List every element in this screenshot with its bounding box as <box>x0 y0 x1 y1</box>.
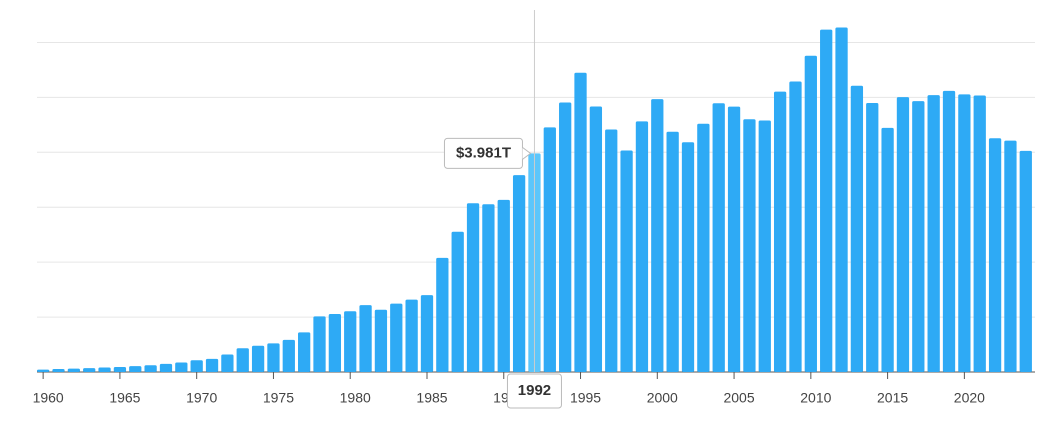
bar <box>866 103 879 373</box>
bar <box>328 314 342 372</box>
tooltip-value: $3.981T <box>456 144 511 161</box>
x-tick-label: 1960 <box>33 390 64 406</box>
bar <box>37 369 50 372</box>
bar <box>267 343 280 372</box>
bar <box>52 369 65 372</box>
year-tooltip: 1992 <box>506 373 562 409</box>
bar <box>221 354 234 372</box>
bar <box>405 299 418 372</box>
bar <box>466 203 480 372</box>
bar <box>820 29 833 373</box>
bar <box>129 366 142 372</box>
bar <box>113 367 127 372</box>
x-tick-label: 2005 <box>723 390 754 406</box>
bar <box>98 367 111 372</box>
bar <box>589 106 603 373</box>
bar <box>175 362 188 372</box>
bar <box>282 339 295 372</box>
bar <box>605 129 618 372</box>
x-tick-label: 1980 <box>340 390 371 406</box>
bar <box>390 303 403 372</box>
bar <box>359 305 372 372</box>
bar <box>697 123 710 372</box>
bar <box>988 138 1002 372</box>
year-box <box>506 373 562 409</box>
bar <box>1004 140 1017 372</box>
year-label: 1992 <box>518 382 551 399</box>
bar <box>205 358 219 372</box>
bar <box>620 150 633 372</box>
bar <box>743 119 756 372</box>
bar <box>497 199 510 372</box>
x-tick-label: 1985 <box>416 390 447 406</box>
bar <box>559 102 572 372</box>
bar <box>896 97 910 373</box>
bar <box>635 121 649 372</box>
bar <box>804 55 817 372</box>
bar <box>758 120 771 372</box>
bar <box>912 101 925 372</box>
bar <box>1019 150 1032 372</box>
bar <box>973 95 986 373</box>
x-tick-label: 2010 <box>800 390 831 406</box>
bar <box>251 345 265 372</box>
bar <box>712 103 725 373</box>
bar <box>927 95 940 373</box>
bar <box>236 348 249 372</box>
bar <box>835 27 848 372</box>
x-tick-label: 1975 <box>263 390 294 406</box>
bar <box>420 295 434 372</box>
bar <box>436 257 449 372</box>
bar <box>958 94 971 373</box>
bar <box>482 204 495 372</box>
bar <box>298 332 311 372</box>
bar <box>374 309 388 372</box>
bar <box>144 365 157 372</box>
x-tick-label: 1995 <box>570 390 601 406</box>
bar <box>451 231 464 372</box>
bar <box>850 85 864 373</box>
bar <box>942 90 956 373</box>
x-tick-label: 2015 <box>877 390 908 406</box>
tooltip-arrow <box>522 146 532 160</box>
bar <box>313 316 326 372</box>
bar <box>881 127 894 373</box>
tooltip: $3.981T <box>443 137 532 169</box>
bar <box>727 106 741 372</box>
x-tick-label: 2000 <box>647 390 678 406</box>
bar <box>159 363 173 372</box>
bar <box>190 360 203 372</box>
bar <box>651 99 664 372</box>
x-tick-label: 2020 <box>954 390 985 406</box>
bar <box>666 131 679 372</box>
bar <box>543 127 556 372</box>
x-tick-label: 1965 <box>109 390 140 406</box>
bar <box>773 91 787 372</box>
bar <box>574 72 587 372</box>
bar <box>344 311 357 372</box>
bar <box>789 81 802 373</box>
bar <box>681 142 695 372</box>
bar <box>512 175 526 372</box>
bar <box>67 368 80 372</box>
x-tick-label: 1970 <box>186 390 217 406</box>
bar <box>83 368 96 372</box>
